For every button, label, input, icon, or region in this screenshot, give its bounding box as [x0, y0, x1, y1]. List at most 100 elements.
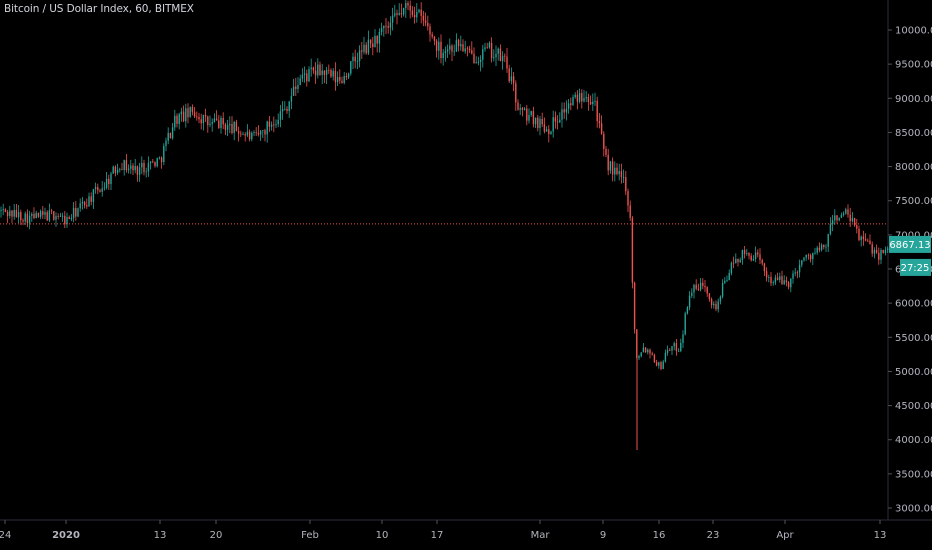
candle-body — [310, 67, 312, 70]
candle-body — [754, 252, 757, 259]
x-tick-label: 23 — [707, 530, 720, 541]
candle-body — [554, 117, 557, 122]
candle-body — [220, 117, 222, 129]
candle-body — [391, 15, 394, 23]
candle-body — [620, 171, 623, 178]
x-tick-label: 17 — [431, 530, 444, 541]
candle-body — [64, 215, 66, 225]
candle-body — [389, 22, 392, 28]
candle-body — [713, 303, 715, 306]
candle-body — [581, 93, 583, 102]
candle-body — [647, 349, 649, 353]
y-tick-label: 4500.00 — [895, 401, 932, 412]
candle-body — [347, 73, 350, 78]
candle-body — [680, 342, 682, 352]
candle-body — [321, 70, 323, 75]
candle-body — [114, 166, 117, 173]
candle-body — [295, 86, 297, 89]
candle-body — [301, 74, 304, 79]
candle-body — [22, 220, 24, 222]
candle-body — [596, 100, 598, 122]
candle-body — [627, 191, 629, 206]
candle-body — [130, 165, 132, 169]
x-tick-label: 16 — [653, 530, 666, 541]
candle-body — [598, 121, 601, 124]
candle-body — [198, 116, 200, 120]
candle-body — [213, 118, 216, 123]
candle-body — [803, 257, 805, 261]
candle-body — [662, 361, 664, 370]
candle-body — [176, 115, 178, 124]
candle-body — [594, 100, 596, 102]
x-tick-label: Mar — [531, 530, 551, 541]
candle-body — [772, 282, 774, 284]
candle-body — [204, 115, 207, 117]
candle-body — [616, 167, 618, 175]
y-tick-label: 10000.00 — [895, 26, 932, 37]
candle-body — [99, 190, 101, 192]
candle-body — [486, 47, 488, 49]
candle-body — [13, 210, 15, 217]
candle-body — [605, 148, 607, 155]
candle-body — [726, 280, 728, 281]
countdown-badge-text: 27:25 — [901, 263, 930, 274]
candle-body — [257, 132, 260, 135]
candle-body — [875, 249, 878, 253]
candle-body — [820, 244, 823, 251]
candle-body — [770, 276, 772, 284]
candle-body — [97, 187, 99, 191]
candle-body — [721, 283, 724, 297]
candle-body — [702, 282, 704, 286]
candle-body — [336, 77, 339, 83]
candle-body — [200, 119, 202, 124]
candle-body — [119, 169, 121, 171]
candle-body — [851, 218, 854, 222]
candle-body — [160, 157, 163, 163]
candle-body — [398, 13, 400, 15]
candle-body — [556, 121, 559, 123]
candle-body — [455, 39, 458, 52]
candle-body — [20, 212, 22, 221]
x-tick-label: Feb — [301, 530, 319, 541]
candle-body — [510, 76, 513, 82]
y-tick-label: 3500.00 — [895, 469, 932, 480]
candle-body — [303, 73, 306, 75]
candle-body — [218, 120, 220, 129]
candle-body — [231, 123, 233, 134]
candle-body — [281, 109, 284, 112]
candle-body — [746, 252, 748, 254]
candle-body — [466, 48, 469, 50]
candle-body — [622, 177, 625, 178]
candle-body — [358, 50, 361, 62]
candle-body — [273, 124, 275, 126]
candle-body — [479, 59, 482, 62]
candle-body — [649, 349, 651, 354]
candle-body — [871, 244, 873, 254]
candle-body — [688, 295, 691, 308]
candle-body — [880, 249, 882, 260]
candle-body — [589, 102, 592, 105]
candle-body — [484, 47, 486, 50]
candle-body — [196, 116, 198, 118]
candle-body — [143, 162, 145, 173]
candle-body — [343, 76, 345, 83]
candle-body — [682, 334, 684, 343]
candle-body — [264, 130, 266, 135]
candle-body — [50, 210, 53, 212]
candle-body — [611, 161, 614, 175]
candle-body — [211, 122, 213, 124]
candle-body — [550, 131, 552, 135]
candle-body — [787, 282, 790, 288]
candle-body — [15, 210, 18, 218]
candle-body — [178, 114, 180, 124]
candle-body — [488, 43, 491, 48]
candle-body — [805, 254, 807, 258]
candle-body — [149, 161, 152, 163]
candle-body — [493, 57, 495, 59]
candle-body — [413, 14, 416, 18]
candle-body — [66, 217, 68, 225]
candle-body — [583, 98, 585, 102]
candle-body — [664, 352, 667, 362]
candle-body — [790, 278, 792, 288]
